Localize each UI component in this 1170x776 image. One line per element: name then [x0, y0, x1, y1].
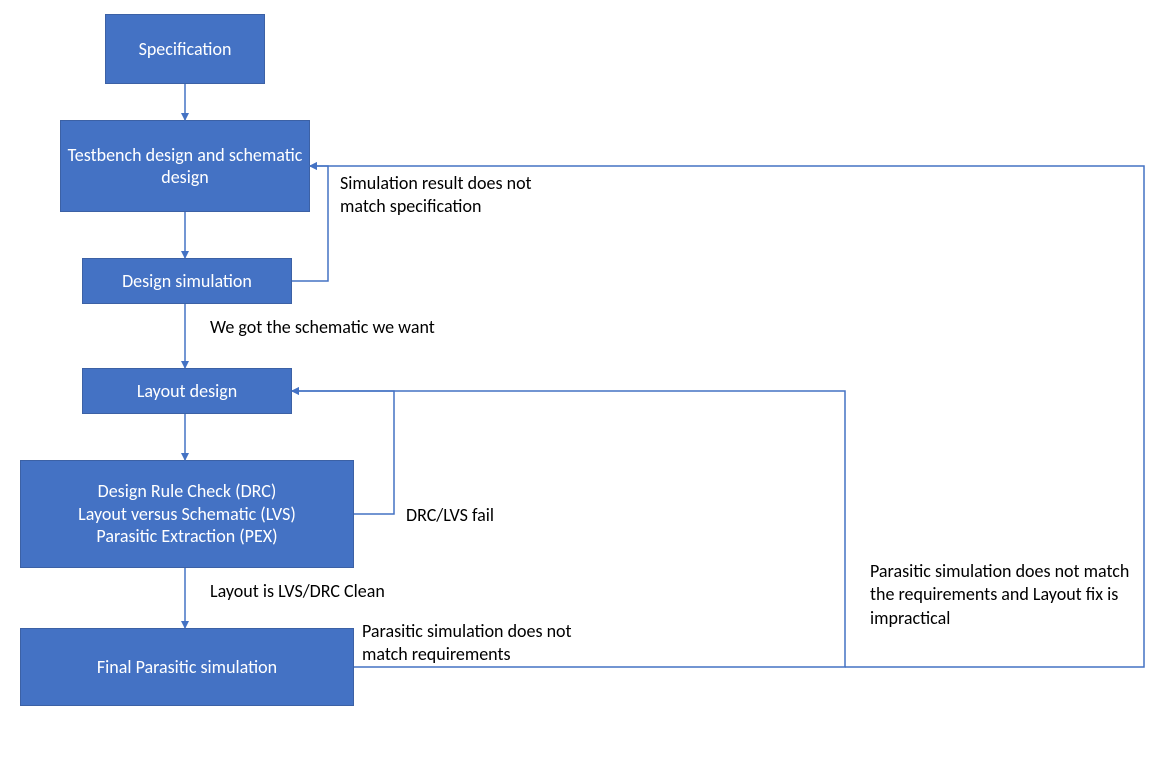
label-sim-mismatch: Simulation result does not match specifi… — [340, 172, 580, 219]
node-label: Design simulation — [83, 270, 291, 293]
label-layout-clean: Layout is LVS/DRC Clean — [210, 580, 470, 603]
node-label: Final Parasitic simulation — [21, 656, 353, 679]
node-design-simulation: Design simulation — [82, 258, 292, 304]
node-final-parasitic: Final Parasitic simulation — [20, 628, 354, 706]
label-drc-lvs-fail: DRC/LVS fail — [406, 504, 566, 527]
node-label: Specification — [106, 38, 264, 61]
label-schematic-ok: We got the schematic we want — [210, 316, 530, 339]
node-specification: Specification — [105, 14, 265, 84]
node-label: Layout design — [83, 380, 291, 403]
node-label: Design Rule Check (DRC) Layout versus Sc… — [21, 480, 353, 548]
node-testbench: Testbench design and schematic design — [60, 120, 310, 212]
node-drc-lvs-pex: Design Rule Check (DRC) Layout versus Sc… — [20, 460, 354, 568]
label-parasitic-impractical: Parasitic simulation does not match the … — [870, 560, 1132, 630]
node-label: Testbench design and schematic design — [61, 144, 309, 189]
label-parasitic-mismatch: Parasitic simulation does not match requ… — [362, 620, 572, 667]
node-layout-design: Layout design — [82, 368, 292, 414]
